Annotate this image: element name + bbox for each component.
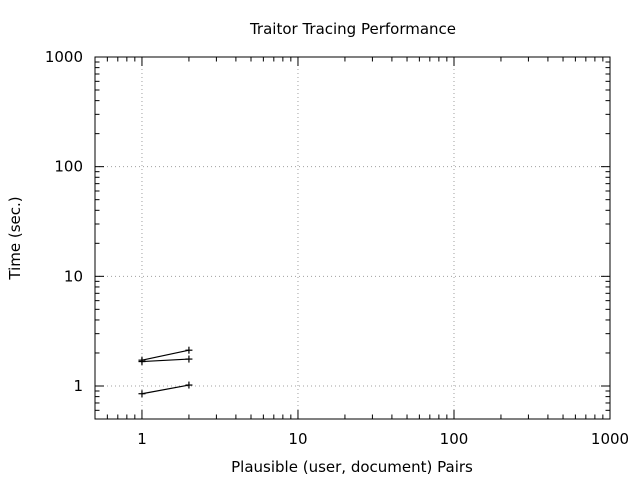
grid-lines	[95, 57, 610, 419]
x-tick-label: 10	[288, 430, 307, 448]
y-tick-label: 1	[73, 377, 83, 395]
series-line-2	[141, 358, 189, 363]
y-tick-label: 10	[64, 267, 83, 285]
y-tick-labels: 1 10 100 1000	[45, 48, 83, 395]
x-tick-label: 1	[137, 430, 147, 448]
data-point	[138, 390, 146, 398]
y-tick-label: 100	[54, 158, 83, 176]
data-point	[138, 358, 146, 366]
y-axis-label: Time (sec.)	[6, 196, 24, 280]
data-point	[185, 346, 193, 354]
tick-marks	[95, 56, 611, 419]
x-axis-label: Plausible (user, document) Pairs	[231, 458, 473, 476]
plot-frame	[94, 56, 611, 420]
series-line-1	[141, 349, 190, 361]
chart-title: Traitor Tracing Performance	[249, 20, 456, 38]
series-line-3	[141, 384, 190, 395]
data-point	[185, 355, 193, 363]
data-point	[185, 381, 193, 389]
x-tick-label: 100	[440, 430, 469, 448]
y-tick-label: 1000	[45, 48, 83, 66]
x-tick-labels: 1 10 100 1000	[137, 430, 629, 448]
series-group	[138, 346, 193, 398]
x-tick-label: 1000	[591, 430, 629, 448]
